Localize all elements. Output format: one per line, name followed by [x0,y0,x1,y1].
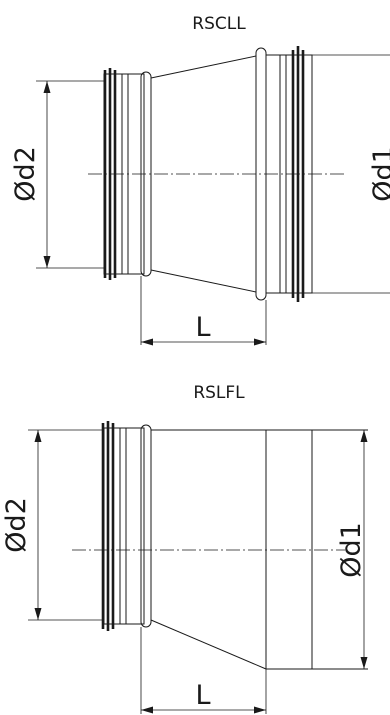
rslfl-d2-dimension: Ød2 [1,429,104,621]
rslfl-left-spigot [101,421,145,631]
rslfl-diagram: RSLFL Ød2 [1,383,368,714]
rslfl-d2-label: Ød2 [1,497,32,553]
rscll-l-label: L [195,312,210,343]
rslfl-title: RSLFL [193,383,245,403]
rscll-d2-dimension: Ød2 [10,80,104,269]
rslfl-left-bead [140,424,152,628]
rscll-diagram: RSCLL Ød2 [10,14,390,346]
rscll-cone [150,55,257,293]
rscll-d1-dimension: Ød1 [312,54,390,294]
rscll-l-dimension: L [140,276,267,346]
rslfl-d1-dimension: Ød1 [336,430,368,669]
rslfl-l-dimension: L [140,627,267,714]
rscll-d1-label: Ød1 [368,146,390,202]
rscll-title: RSCLL [192,14,246,34]
rslfl-l-label: L [195,680,210,711]
rslfl-d1-label: Ød1 [336,522,367,578]
rscll-d2-label: Ød2 [10,146,41,202]
rslfl-body [150,429,368,670]
